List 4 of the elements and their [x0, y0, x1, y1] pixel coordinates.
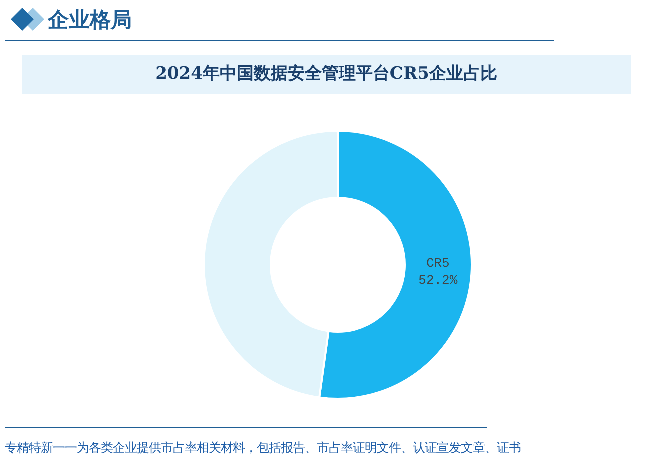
slice-label: CR5	[426, 256, 450, 271]
data-label: 52.2%	[418, 272, 458, 288]
text: 专精特新一一为各类企业提供市占率相关材料，包括报告、市占率证明文件、认证宣发文章、证书	[5, 440, 521, 457]
text: 企业格局	[48, 7, 132, 34]
